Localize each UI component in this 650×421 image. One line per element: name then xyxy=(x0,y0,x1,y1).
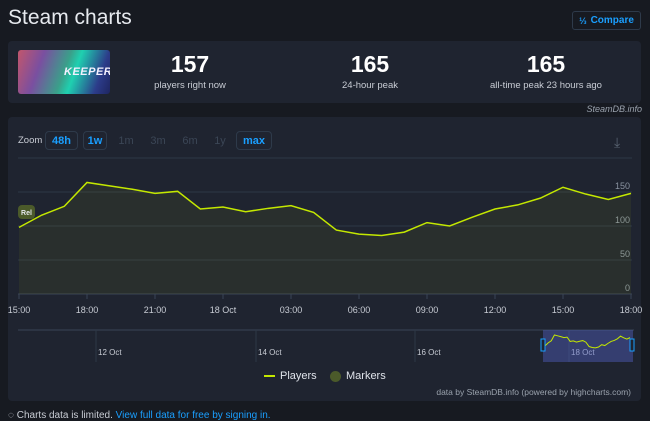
stat-label: all-time peak 23 hours ago xyxy=(490,80,602,91)
y-tick-label: 100 xyxy=(615,215,630,225)
stat-label: players right now xyxy=(154,80,226,91)
y-tick-label: 50 xyxy=(620,249,630,259)
zoom-label: Zoom xyxy=(18,135,43,146)
x-tick-label: 15:00 xyxy=(8,305,31,315)
players-line xyxy=(18,181,632,237)
navigator-label: 16 Oct xyxy=(417,348,441,357)
stats-panel: KEEPER 157 players right now 165 24-hour p… xyxy=(8,41,641,103)
x-tick-label: 03:00 xyxy=(280,305,303,315)
players-area xyxy=(19,182,631,294)
stat-value: 165 xyxy=(350,51,390,77)
navigator-label: 12 Oct xyxy=(98,348,122,357)
y-tick-label: 0 xyxy=(625,283,630,293)
legend-players[interactable]: Players xyxy=(264,370,317,382)
stat-all-time-peak: 165 all-time peak 23 hours ago xyxy=(466,51,626,91)
x-tick-label: 09:00 xyxy=(416,305,439,315)
x-tick-label: 12:00 xyxy=(484,305,507,315)
x-tick-label: 18:00 xyxy=(620,305,643,315)
navigator-line xyxy=(544,334,631,349)
download-icon[interactable]: ⤓ xyxy=(614,134,621,150)
stat-value: 157 xyxy=(170,51,210,77)
navigator-right-handle[interactable] xyxy=(629,338,635,352)
game-logo[interactable]: KEEPER xyxy=(18,50,110,94)
stat-players-now: 157 players right now xyxy=(110,51,270,91)
x-tick-label: 15:00 xyxy=(552,305,575,315)
compare-button[interactable]: ⅓ Compare xyxy=(572,11,641,30)
zoom-48h-button[interactable]: 48h xyxy=(45,131,78,150)
stat-label: 24-hour peak xyxy=(342,80,398,91)
page-title: Steam charts xyxy=(8,6,132,29)
x-tick-label: 06:00 xyxy=(348,305,371,315)
x-tick-label: 18 Oct xyxy=(210,305,237,315)
compare-label: Compare xyxy=(590,15,634,26)
navigator-label: 14 Oct xyxy=(258,348,282,357)
legend-markers[interactable]: Markers xyxy=(330,370,386,382)
zoom-max-button[interactable]: max xyxy=(236,131,272,150)
marker-flag-label: Rel xyxy=(21,210,32,217)
chart-panel xyxy=(8,117,641,401)
stat-value: 165 xyxy=(526,51,566,77)
zoom-3m-button: 3m xyxy=(150,134,166,147)
x-tick-label: 21:00 xyxy=(144,305,167,315)
zoom-1m-button: 1m xyxy=(118,134,134,147)
steamdb-credit: SteamDB.info xyxy=(586,104,642,114)
navigator-label: 18 Oct xyxy=(571,348,595,357)
legend-label: Players xyxy=(280,370,317,382)
line-swatch-icon xyxy=(264,375,275,377)
stat-24h-peak: 165 24-hour peak xyxy=(290,51,450,91)
fraction-icon: ⅓ xyxy=(579,15,587,26)
game-logo-text: KEEPER xyxy=(64,66,110,78)
chart-credits[interactable]: data by SteamDB.info (powered by highcha… xyxy=(436,387,631,397)
zoom-1w-button[interactable]: 1w xyxy=(83,131,107,150)
x-tick-label: 18:00 xyxy=(76,305,99,315)
navigator-left-handle[interactable] xyxy=(540,338,546,352)
marker-flag[interactable]: Rel xyxy=(18,205,35,219)
circle-swatch-icon xyxy=(330,370,341,382)
zoom-1y-button: 1y xyxy=(214,134,226,147)
navigator[interactable]: 12 Oct 14 Oct 16 Oct 18 Oct xyxy=(18,329,635,362)
navigator-selection[interactable] xyxy=(543,330,633,362)
y-tick-label: 150 xyxy=(615,181,630,191)
zoom-6m-button: 6m xyxy=(182,134,198,147)
legend-label: Markers xyxy=(346,370,386,382)
